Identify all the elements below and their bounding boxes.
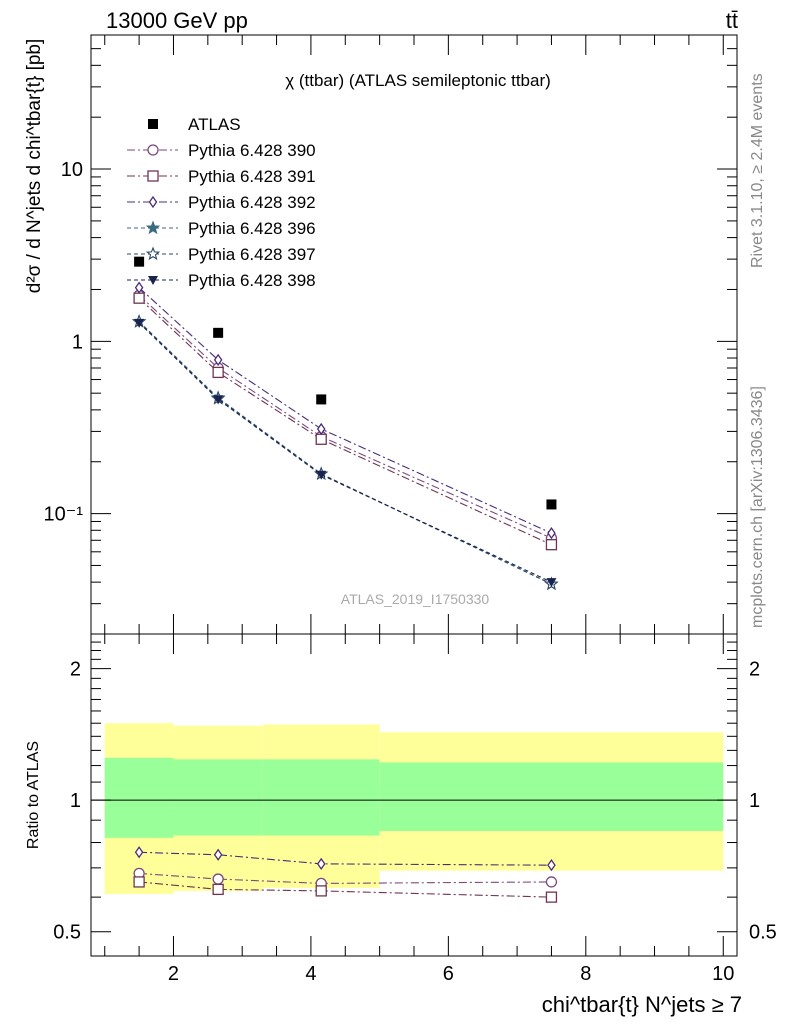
ratio-y-tick-label-right: 0.5 <box>749 922 777 944</box>
rivet-version-label: Rivet 3.1.10, ≥ 2.4M events <box>749 73 766 268</box>
ratio-y-tick-label: 0.5 <box>53 922 81 944</box>
y-tick-label: 1 <box>72 331 83 353</box>
ratio-band-inner-3 <box>379 762 724 832</box>
ratio-y-tick-label-right: 1 <box>749 790 760 812</box>
legend: ATLAS Pythia 6.428 390 Pythia 6.428 391 Pyt… <box>127 115 316 290</box>
axis-ticks: 2 4 6 8 10 10 1 10⁻¹ 2 2 1 1 0.5 0.5 <box>44 34 777 985</box>
data-point <box>133 292 145 304</box>
x-tick-label: 2 <box>168 963 179 985</box>
y-tick-label: 10⁻¹ <box>44 504 84 526</box>
data-point <box>545 539 558 551</box>
series-line-3 <box>138 287 552 534</box>
data-point <box>212 366 224 379</box>
analysis-watermark: ATLAS_2019_I1750330 <box>341 591 490 607</box>
ratio-y-axis-label: Ratio to ATLAS <box>25 741 42 849</box>
ratio-series-line-0 <box>139 872 552 884</box>
legend-label: Pythia 6.428 396 <box>188 219 316 238</box>
x-tick-label: 6 <box>443 963 454 985</box>
x-tick-label: 10 <box>712 963 734 985</box>
y-tick-label: 10 <box>61 159 83 181</box>
x-tick-label: 4 <box>305 963 316 985</box>
ratio-data-point <box>213 848 223 861</box>
legend-label: ATLAS <box>188 115 241 134</box>
process-label: tt̄ <box>726 8 738 33</box>
data-point <box>315 433 327 445</box>
legend-label: Pythia 6.428 397 <box>188 245 316 264</box>
mcplots-label: mcplots.cern.ch [arXiv:1306.3436] <box>749 386 766 628</box>
legend-label: Pythia 6.428 390 <box>188 141 316 160</box>
data-point <box>134 318 145 328</box>
legend-marker <box>145 220 161 235</box>
ratio-band-inner-2 <box>262 759 380 836</box>
legend-marker <box>148 195 158 209</box>
series-line-4 <box>138 321 552 585</box>
energy-label: 13000 GeV pp <box>106 8 248 33</box>
data-point <box>213 395 224 405</box>
data-point <box>134 256 145 267</box>
data-point <box>316 394 327 405</box>
legend-marker <box>145 246 161 261</box>
ratio-y-tick-label: 1 <box>70 790 81 812</box>
ratio-series-line-4 <box>139 960 551 1010</box>
ratio-series-line-1 <box>139 881 552 898</box>
x-tick-label: 8 <box>580 963 591 985</box>
ratio-data-point <box>134 846 144 859</box>
series-line-2 <box>138 297 552 546</box>
data-point <box>213 353 223 367</box>
ratio-series-line-5 <box>139 963 551 1011</box>
ratio-data-point <box>133 876 145 888</box>
ratio-data-point <box>316 857 326 870</box>
ratio-series-line-2 <box>139 851 552 866</box>
ratio-y-tick-label-right: 2 <box>749 659 760 681</box>
series-line-5 <box>138 321 552 585</box>
data-point <box>213 327 224 338</box>
legend-marker <box>148 119 158 129</box>
ratio-y-tick-label: 2 <box>70 659 81 681</box>
data-point <box>547 527 556 540</box>
ratio-data-point <box>212 883 224 896</box>
ratio-series-line-3 <box>139 960 551 1010</box>
ratio-data-point <box>212 873 224 885</box>
ratio-band-inner-0 <box>104 757 174 838</box>
data-point <box>546 578 557 588</box>
legend-label: Pythia 6.428 398 <box>188 271 316 290</box>
series-line-1 <box>138 294 552 539</box>
data-series <box>131 256 559 1011</box>
x-axis-label: chi^tbar{t} N^jets ≥ 7 <box>542 992 742 1017</box>
legend-marker <box>147 170 159 182</box>
ratio-data-point <box>315 885 327 897</box>
ratio-band-inner-1 <box>173 759 263 836</box>
chart-title: χ (ttbar) (ATLAS semileptonic ttbar) <box>285 71 551 90</box>
legend-label: Pythia 6.428 391 <box>188 167 316 186</box>
ratio-bands <box>91 723 737 894</box>
data-point <box>134 281 144 294</box>
data-point <box>316 470 327 480</box>
legend-marker <box>147 144 159 156</box>
ratio-data-point <box>545 876 558 888</box>
data-point <box>316 422 326 436</box>
legend-label: Pythia 6.428 392 <box>188 193 316 212</box>
data-point <box>546 499 557 510</box>
legend-marker <box>148 276 158 285</box>
main-y-axis-label: d²σ / d N^jets d chi^tbar{t} [pb] <box>24 39 45 294</box>
ratio-data-point <box>545 891 558 903</box>
ratio-data-point <box>547 859 556 872</box>
series-line-6 <box>138 322 552 583</box>
